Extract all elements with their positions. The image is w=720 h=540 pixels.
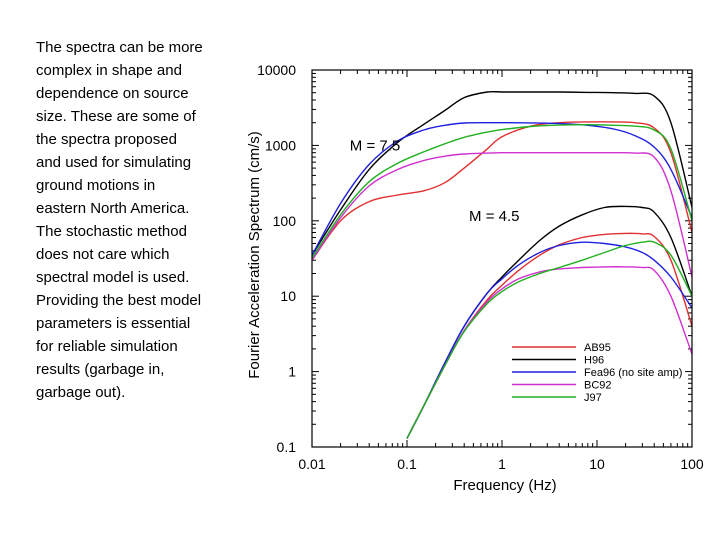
series-fea96-no-site-amp-m45 bbox=[406, 241, 692, 439]
x-tick-label: 100 bbox=[680, 456, 704, 472]
y-tick-label: 1 bbox=[288, 364, 296, 380]
y-tick-label: 0.1 bbox=[277, 439, 297, 455]
series-fea96-no-site-amp-m75 bbox=[312, 121, 692, 256]
x-tick-label: 10 bbox=[589, 456, 605, 472]
axis-ticks bbox=[311, 70, 692, 448]
annotations: M = 7.5 M = 4.5 bbox=[350, 137, 520, 225]
x-tick-label: 0.1 bbox=[397, 456, 417, 472]
series-layer bbox=[312, 90, 692, 439]
y-tick-label: 100 bbox=[273, 213, 297, 229]
annotation-m45: M = 4.5 bbox=[469, 208, 519, 225]
x-tick-label: 1 bbox=[498, 456, 506, 472]
y-axis-label: Fourier Acceleration Spectrum (cm/s) bbox=[246, 131, 263, 379]
series-ab95-m75 bbox=[312, 121, 692, 261]
slide-text: The spectra can be more complex in shape… bbox=[36, 39, 203, 401]
x-tick-label: 0.01 bbox=[298, 456, 325, 472]
annotation-m75: M = 7.5 bbox=[350, 137, 400, 154]
legend-label: BC92 bbox=[584, 380, 612, 392]
legend-label: J97 bbox=[584, 392, 602, 404]
x-axis-label: Frequency (Hz) bbox=[453, 477, 556, 494]
y-tick-label: 1000 bbox=[265, 137, 296, 153]
y-tick-label: 10 bbox=[280, 288, 296, 304]
legend-label: Fea96 (no site amp) bbox=[584, 367, 682, 379]
series-bc92-m75 bbox=[312, 151, 692, 278]
series-ab95-m45 bbox=[406, 232, 692, 439]
plot-frame bbox=[311, 69, 693, 448]
y-tick-label: 10000 bbox=[257, 62, 296, 78]
series-j97-m75 bbox=[312, 123, 692, 259]
series-h96-m75 bbox=[312, 90, 692, 256]
legend-label: H96 bbox=[584, 355, 604, 367]
series-j97-m45 bbox=[406, 240, 692, 439]
legend-label: AB95 bbox=[584, 342, 611, 354]
